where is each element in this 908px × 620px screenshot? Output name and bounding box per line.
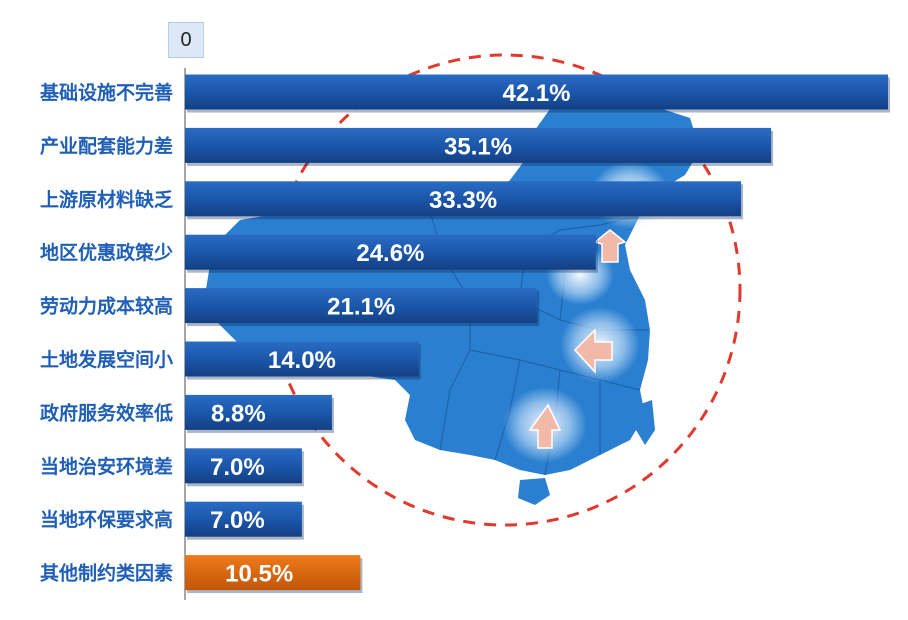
- bar: [185, 501, 302, 537]
- bar: [185, 341, 419, 377]
- category-label: 当地环保要求高: [40, 508, 173, 531]
- bar: [185, 555, 361, 591]
- hainan-island: [518, 478, 550, 505]
- axis-origin-label: 0: [168, 22, 204, 58]
- value-label: 7.0%: [210, 507, 265, 534]
- bar: [185, 234, 596, 270]
- category-label: 劳动力成本较高: [40, 295, 173, 318]
- bar: [185, 127, 772, 163]
- category-label: 政府服务效率低: [40, 401, 173, 424]
- category-label: 上游原材料缺乏: [40, 188, 173, 211]
- bar: [185, 394, 332, 430]
- category-label: 其他制约类因素: [40, 562, 173, 585]
- category-label: 基础设施不完善: [39, 81, 173, 104]
- bar: [185, 448, 302, 484]
- value-label: 21.1%: [327, 294, 395, 321]
- bar: [185, 181, 742, 217]
- value-label: 7.0%: [210, 454, 265, 481]
- value-label: 14.0%: [268, 347, 336, 374]
- bar: [185, 74, 888, 110]
- value-label: 10.5%: [225, 561, 293, 588]
- value-label: 42.1%: [502, 80, 570, 107]
- taiwan-island: [636, 400, 655, 445]
- bars-layer: 基础设施不完善 42.1% 产业配套能力差 35.1% 上游原材料缺乏 33.3% 地区优惠…: [39, 74, 890, 594]
- category-label: 当地治安环境差: [40, 455, 173, 478]
- category-label: 地区优惠政策少: [40, 241, 173, 264]
- bar: [185, 288, 538, 324]
- value-label: 24.6%: [356, 240, 424, 267]
- category-label: 土地发展空间小: [40, 348, 173, 371]
- value-label: 8.8%: [211, 400, 266, 427]
- value-label: 35.1%: [444, 133, 512, 160]
- arrow-markers: [528, 229, 627, 449]
- value-label: 33.3%: [429, 187, 497, 214]
- category-label: 产业配套能力差: [40, 134, 173, 157]
